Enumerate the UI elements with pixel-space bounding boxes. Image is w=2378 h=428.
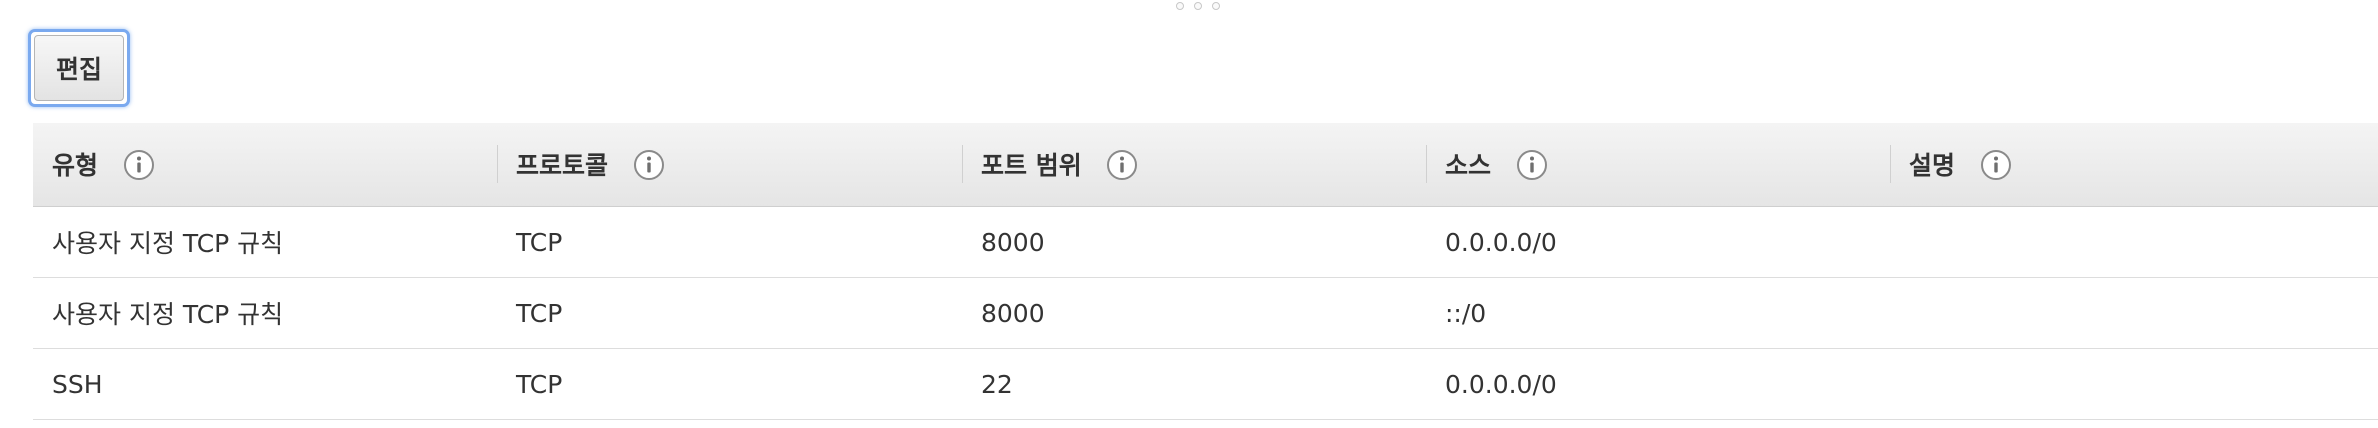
column-header-port-range[interactable]: 포트 범위 bbox=[962, 123, 1426, 207]
column-header-type[interactable]: 유형 bbox=[33, 123, 497, 207]
info-icon[interactable] bbox=[1980, 149, 2012, 181]
info-icon[interactable] bbox=[1516, 149, 1548, 181]
cell-description bbox=[1890, 348, 2378, 420]
cell-protocol: TCP bbox=[497, 348, 962, 420]
cell-source: 0.0.0.0/0 bbox=[1426, 348, 1890, 420]
info-icon[interactable] bbox=[1106, 149, 1138, 181]
cell-port-range: 8000 bbox=[962, 206, 1426, 278]
column-header-label: 포트 범위 bbox=[981, 151, 1082, 180]
cell-description bbox=[1890, 206, 2378, 278]
cell-type: SSH bbox=[33, 348, 497, 420]
table-header-row: 유형 프로토콜 포트 범위 bbox=[33, 123, 2378, 207]
edit-button-focus-ring[interactable]: 편집 bbox=[28, 29, 130, 107]
cell-description bbox=[1890, 277, 2378, 349]
cell-source: ::/0 bbox=[1426, 277, 1890, 349]
column-header-source[interactable]: 소스 bbox=[1426, 123, 1890, 207]
column-header-label: 프로토콜 bbox=[516, 151, 609, 180]
table-row: SSH TCP 22 0.0.0.0/0 bbox=[33, 348, 2378, 420]
info-icon[interactable] bbox=[633, 149, 665, 181]
column-header-label: 유형 bbox=[52, 151, 99, 180]
table-row: 사용자 지정 TCP 규칙 TCP 8000 0.0.0.0/0 bbox=[33, 206, 2378, 278]
cell-type: 사용자 지정 TCP 규칙 bbox=[33, 206, 497, 278]
info-icon[interactable] bbox=[123, 149, 155, 181]
cell-source: 0.0.0.0/0 bbox=[1426, 206, 1890, 278]
column-header-description[interactable]: 설명 bbox=[1890, 123, 2378, 207]
handle-dot-icon bbox=[1212, 2, 1220, 10]
cell-port-range: 8000 bbox=[962, 277, 1426, 349]
column-header-label: 소스 bbox=[1445, 151, 1492, 180]
cell-protocol: TCP bbox=[497, 277, 962, 349]
handle-dot-icon bbox=[1194, 2, 1202, 10]
edit-button[interactable]: 편집 bbox=[34, 35, 124, 101]
cell-port-range: 22 bbox=[962, 348, 1426, 420]
table-row: 사용자 지정 TCP 규칙 TCP 8000 ::/0 bbox=[33, 277, 2378, 349]
column-header-protocol[interactable]: 프로토콜 bbox=[497, 123, 962, 207]
resize-handle[interactable] bbox=[1176, 2, 1220, 10]
security-group-rules-table: 유형 프로토콜 포트 범위 bbox=[33, 123, 2378, 420]
handle-dot-icon bbox=[1176, 2, 1184, 10]
cell-protocol: TCP bbox=[497, 206, 962, 278]
column-header-label: 설명 bbox=[1909, 151, 1956, 180]
cell-type: 사용자 지정 TCP 규칙 bbox=[33, 277, 497, 349]
